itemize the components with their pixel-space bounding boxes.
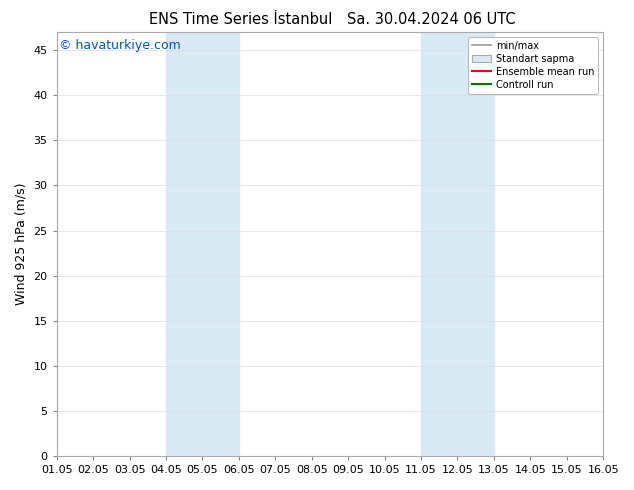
- Text: ENS Time Series İstanbul: ENS Time Series İstanbul: [149, 12, 333, 27]
- Text: Sa. 30.04.2024 06 UTC: Sa. 30.04.2024 06 UTC: [347, 12, 515, 27]
- Y-axis label: Wind 925 hPa (m/s): Wind 925 hPa (m/s): [15, 183, 28, 305]
- Bar: [166, 32, 239, 456]
- Legend: min/max, Standart sapma, Ensemble mean run, Controll run: min/max, Standart sapma, Ensemble mean r…: [468, 37, 598, 94]
- Bar: [421, 32, 494, 456]
- Text: © havaturkiye.com: © havaturkiye.com: [60, 39, 181, 51]
